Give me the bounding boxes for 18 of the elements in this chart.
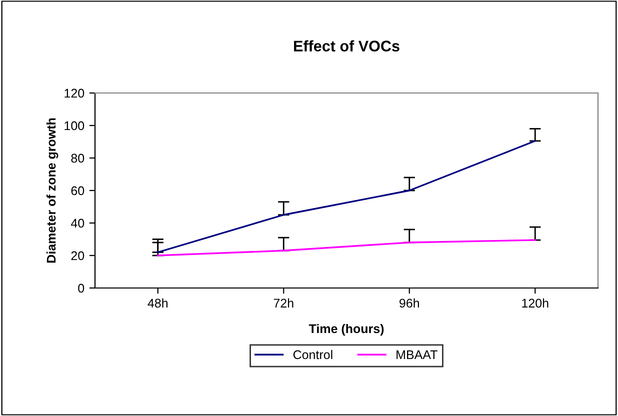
legend-label: Control (293, 350, 332, 360)
y-tick-label: 40 (70, 218, 84, 228)
y-tick-label: 100 (64, 121, 84, 130)
y-tick-label: 80 (71, 154, 84, 163)
x-tick-label: 48h (148, 298, 168, 308)
x-tick-label: 120h (522, 298, 548, 308)
line-series (157, 239, 536, 256)
y-tick-label: 20 (71, 251, 84, 260)
y-tick-label: 120 (64, 88, 84, 98)
legend-label: MBAAT (396, 350, 438, 360)
y-axis-title: Diameter of zone growth (46, 118, 58, 263)
x-tick-label: 72h (274, 298, 294, 308)
y-tick-label: 60 (71, 186, 84, 196)
line-series (157, 140, 536, 254)
x-axis-title: Time (hours) (308, 324, 384, 336)
x-tick-label: 96h (400, 298, 419, 308)
chart-title: Effect of VOCs (294, 40, 400, 52)
y-tick-label: 0 (78, 284, 84, 293)
